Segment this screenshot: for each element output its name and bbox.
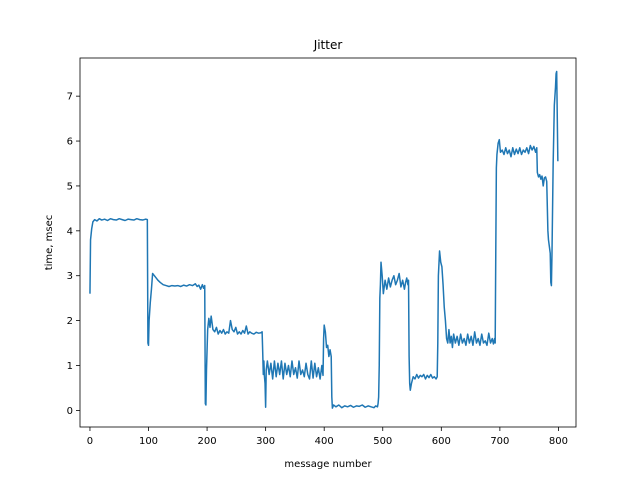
jitter-series-line [89,70,559,409]
y-tick-label: 3 [67,271,73,282]
y-axis-ticks: 0 1 2 3 4 5 6 7 [67,92,80,417]
x-tick-label: 300 [256,436,275,447]
y-tick-label: 1 [67,361,73,372]
x-tick-label: 100 [139,436,158,447]
x-tick-label: 800 [549,436,568,447]
x-tick-label: 600 [432,436,451,447]
x-tick-label: 400 [315,436,334,447]
y-tick-label: 6 [67,137,73,148]
x-axis-label: message number [284,459,372,470]
chart-title: Jitter [313,38,343,52]
x-tick-label: 500 [373,436,392,447]
y-tick-label: 5 [67,181,73,192]
plot-area [89,70,559,409]
y-tick-label: 2 [67,316,73,327]
y-axis-label: time, msec [44,215,55,271]
y-tick-label: 7 [67,92,73,103]
x-axis-ticks: 0 100 200 300 400 500 600 700 800 [87,427,568,447]
y-tick-label: 0 [67,406,73,417]
axes-frame [79,57,577,428]
x-tick-label: 700 [490,436,509,447]
x-tick-label: 0 [87,436,93,447]
y-tick-label: 4 [67,226,73,237]
x-tick-label: 200 [198,436,217,447]
